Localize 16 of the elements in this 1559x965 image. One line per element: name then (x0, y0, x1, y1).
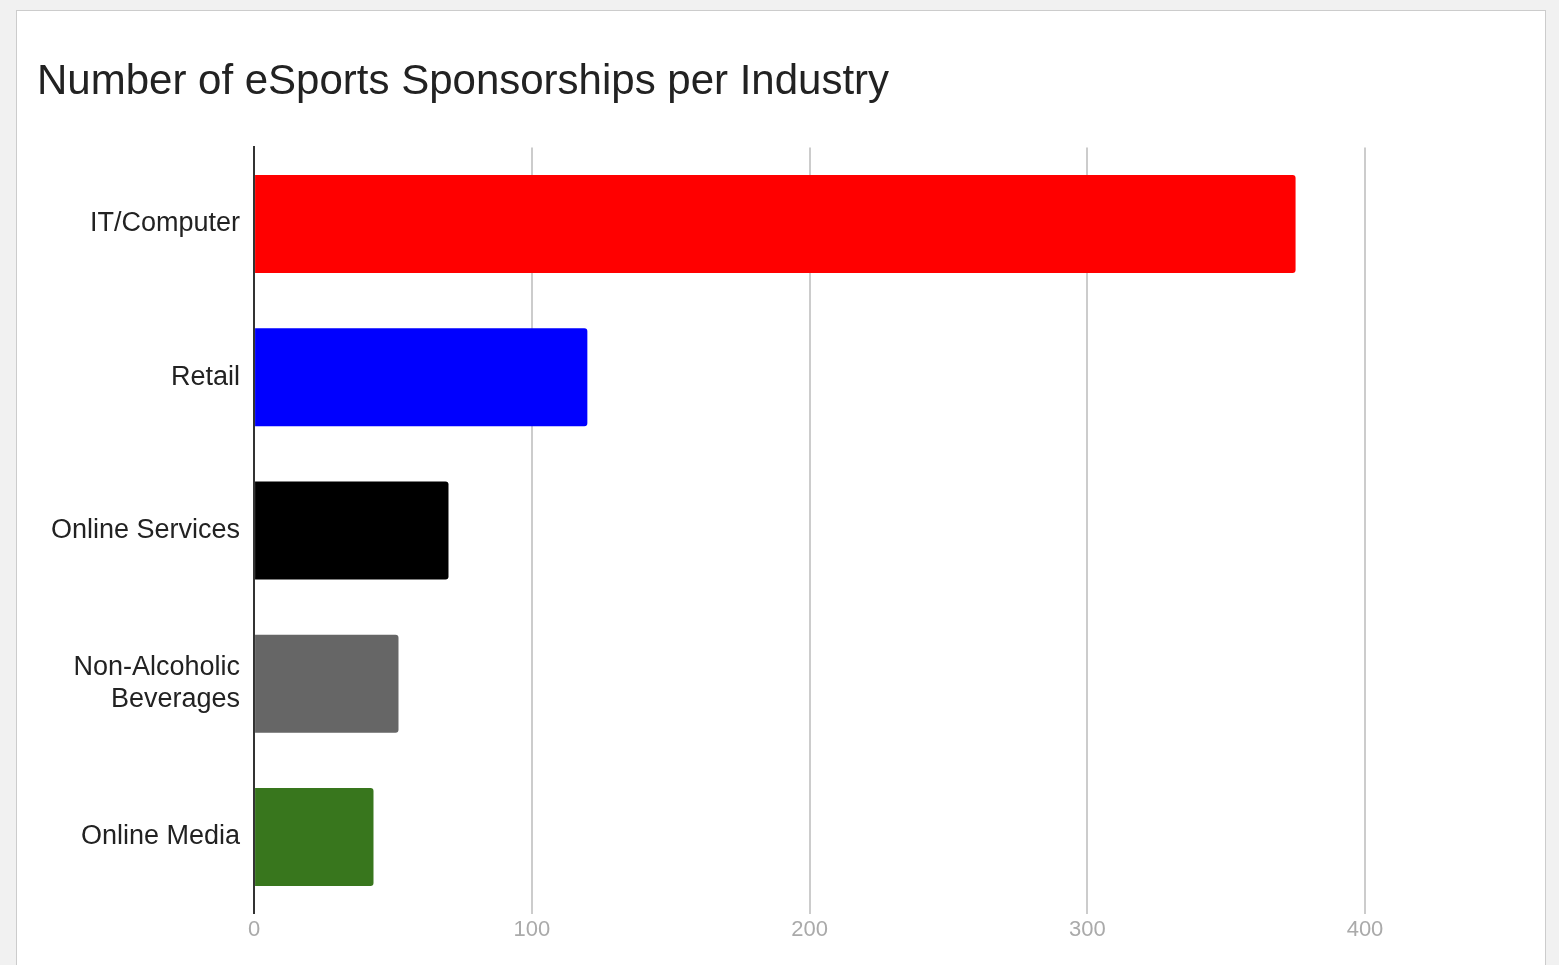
bar (255, 787, 374, 887)
x-tick-label: 300 (1068, 915, 1106, 941)
bar (255, 328, 588, 427)
chart-title: Number of eSports Sponsorships per Industry (37, 55, 890, 103)
bar (255, 634, 399, 733)
y-tick-label: Online Media (80, 820, 242, 851)
y-tick-label: Non-Alcoholic Beverages (73, 650, 241, 714)
y-tick-label: Retail (171, 360, 241, 391)
bar (255, 174, 1296, 274)
x-tick-label: 0 (247, 915, 261, 941)
y-tick-label: Online Services (50, 513, 241, 544)
x-tick-label: 200 (791, 915, 828, 941)
y-tick-label: IT/Computer (90, 207, 241, 238)
bar (255, 481, 449, 580)
x-tick-label: 400 (1346, 915, 1384, 941)
x-tick-label: 100 (513, 915, 551, 941)
